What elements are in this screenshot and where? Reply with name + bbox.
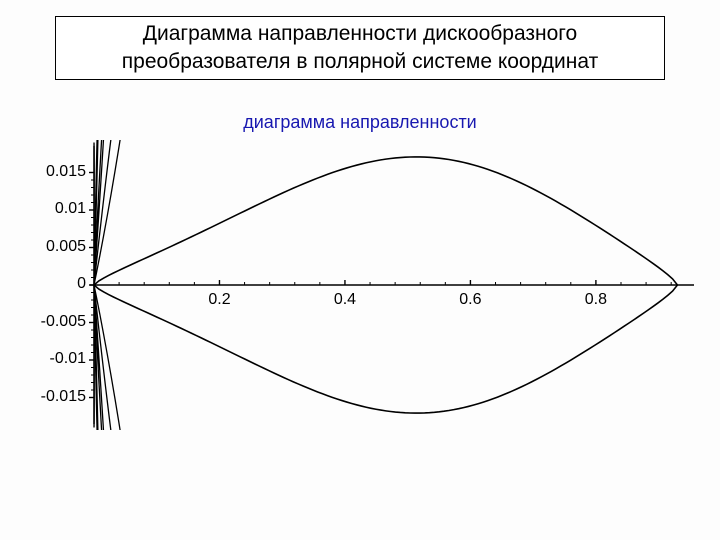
plot-area: 0.015 0.01 0.005 0 -0.005 -0.01 -0.015 0.2 0.4 0.… xyxy=(30,140,700,430)
y-tick-label: -0.01 xyxy=(30,350,86,368)
x-tick-label: 0.2 xyxy=(199,291,239,309)
x-tick-label: 0.4 xyxy=(325,291,365,309)
x-tick-label: 0.6 xyxy=(450,291,490,309)
title-box: Диаграмма направленности дискообразного … xyxy=(55,16,665,80)
chart-svg xyxy=(30,140,700,430)
title-text: Диаграмма направленности дискообразного … xyxy=(66,20,654,77)
chart-title: диаграмма направленности xyxy=(0,112,720,133)
y-tick-label: 0.005 xyxy=(30,238,86,256)
y-tick-label: 0 xyxy=(30,275,86,293)
x-tick-label: 0.8 xyxy=(576,291,616,309)
y-tick-label: 0.015 xyxy=(30,163,86,181)
y-tick-label: -0.015 xyxy=(30,388,86,406)
y-tick-label: -0.005 xyxy=(30,313,86,331)
y-tick-label: 0.01 xyxy=(30,200,86,218)
